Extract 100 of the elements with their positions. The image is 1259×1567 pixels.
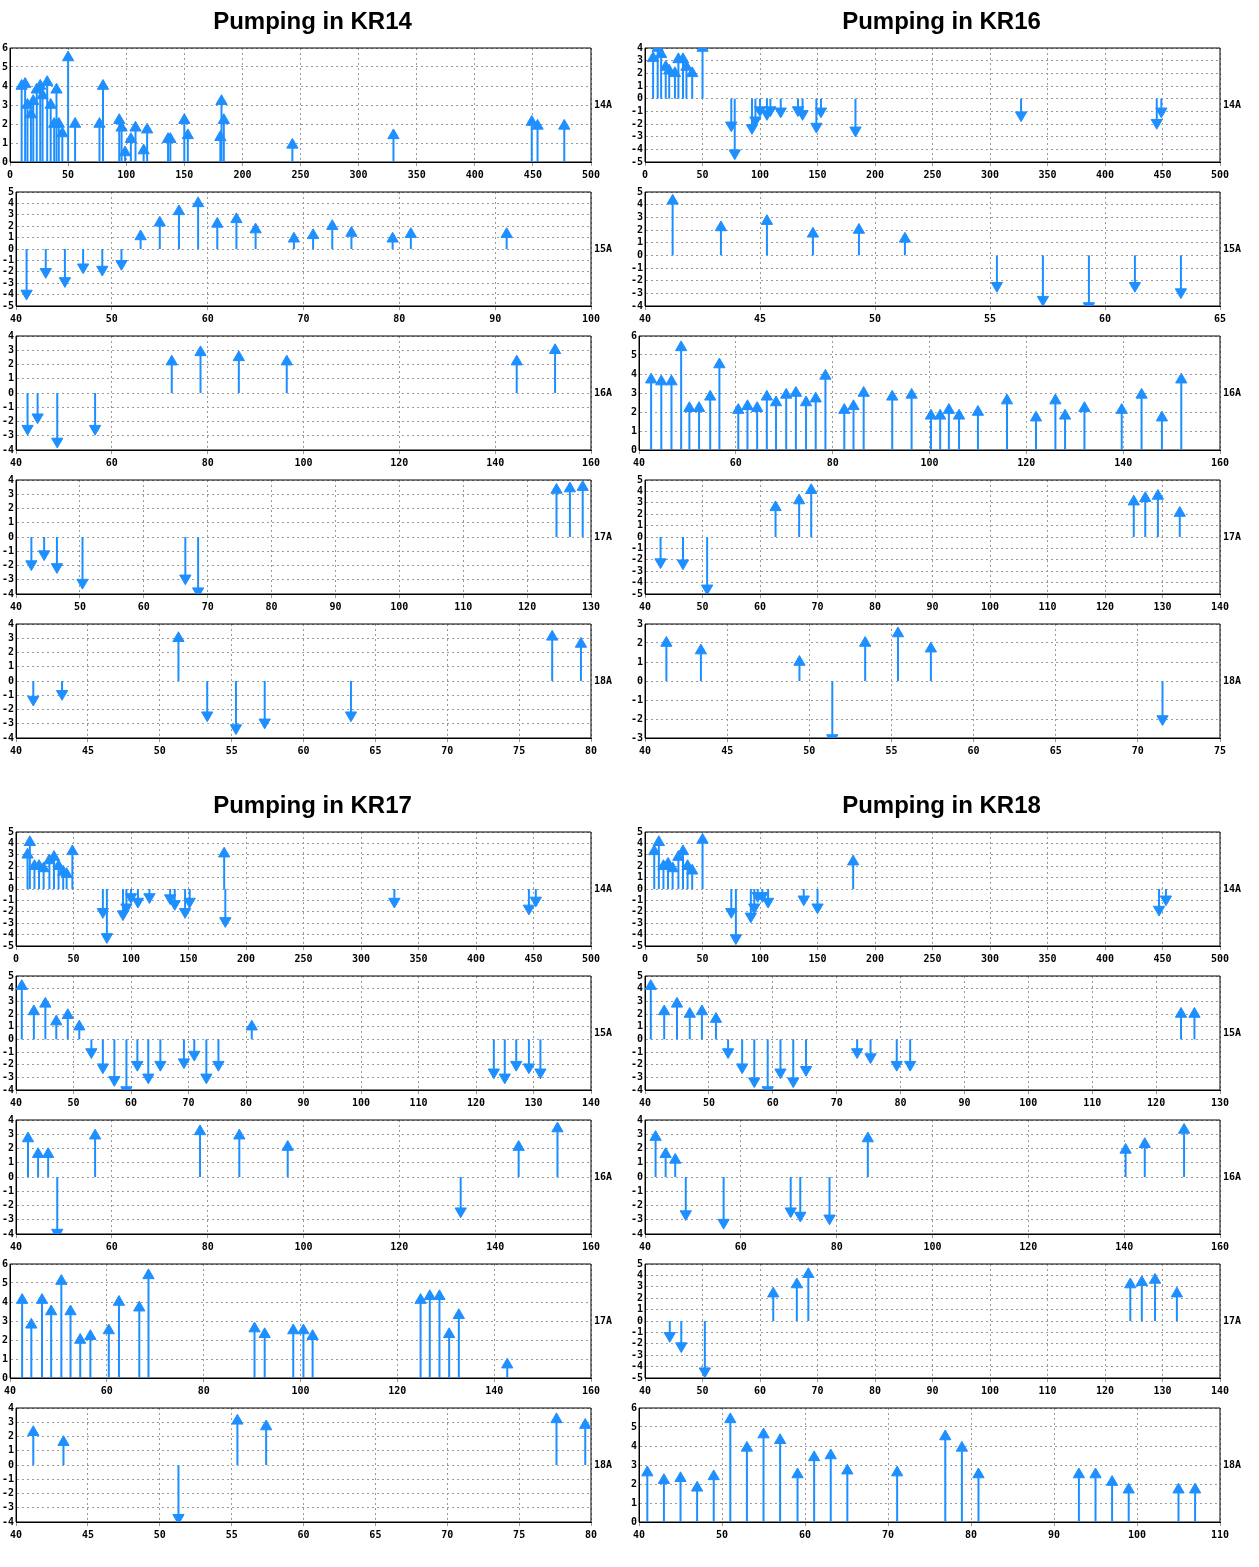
x-tick-label: 60 [105, 1240, 118, 1252]
y-tick-label: 0 [8, 1032, 15, 1044]
y-tick-label: -4 [1, 587, 15, 599]
x-tick-label: 70 [441, 744, 454, 756]
y-tick-label: 2 [637, 859, 644, 871]
y-tick-label: -5 [1, 939, 15, 951]
y-tick-label: 0 [8, 1170, 15, 1182]
y-tick-label: 4 [8, 982, 15, 994]
x-tick-label: 50 [702, 1096, 715, 1108]
y-tick-label: 1 [8, 1020, 15, 1032]
x-tick-label: 200 [865, 952, 885, 964]
x-tick-label: 120 [1019, 1240, 1038, 1252]
y-tick-label: -5 [630, 587, 644, 599]
y-tick-label: -5 [630, 1371, 644, 1383]
x-tick-label: 60 [734, 1240, 747, 1252]
y-tick-label: 1 [637, 655, 644, 667]
y-tick-label: -1 [630, 1045, 644, 1057]
y-tick-label: -3 [630, 916, 644, 928]
x-tick-label: 70 [811, 1384, 824, 1396]
x-tick-label: 100 [117, 168, 136, 180]
y-tick-label: 0 [637, 1314, 644, 1326]
x-tick-label: 80 [964, 1528, 978, 1540]
y-tick-label: 0 [637, 248, 644, 260]
y-tick-label: 5 [8, 825, 15, 837]
y-tick-label: 0 [8, 386, 15, 398]
x-tick-label: 300 [349, 168, 368, 180]
y-tick-label: 0 [8, 1458, 15, 1470]
x-tick-label: 110 [1210, 1528, 1230, 1540]
y-tick-label: 3 [8, 208, 15, 220]
y-tick-label: -2 [630, 1337, 644, 1349]
x-tick-label: 40 [639, 1096, 652, 1108]
x-tick-label: 160 [581, 1384, 601, 1396]
x-tick-label: 65 [369, 744, 382, 756]
x-tick-label: 45 [754, 312, 767, 324]
x-tick-label: 300 [980, 168, 1000, 180]
x-tick-label: 70 [297, 312, 310, 324]
x-tick-label: 100 [1127, 1528, 1147, 1540]
x-tick-label: 40 [10, 744, 23, 756]
x-tick-label: 55 [885, 744, 898, 756]
x-tick-label: 120 [1017, 456, 1036, 468]
x-tick-label: 55 [225, 1528, 238, 1540]
x-tick-label: 50 [696, 168, 709, 180]
x-tick-label: 250 [923, 952, 942, 964]
y-tick-label: 3 [8, 994, 15, 1006]
y-tick-label: 2 [637, 507, 644, 519]
y-tick-label: -1 [1, 893, 15, 905]
x-tick-label: 60 [100, 1384, 113, 1396]
x-tick-label: 100 [581, 312, 601, 324]
x-tick-label: 60 [754, 1384, 767, 1396]
x-tick-label: 40 [10, 1240, 23, 1252]
y-tick-label: -4 [630, 1360, 644, 1372]
x-tick-label: 50 [696, 1384, 709, 1396]
y-tick-label: 3 [637, 617, 644, 629]
text: 14A [594, 98, 613, 110]
y-tick-label: -2 [1, 415, 15, 427]
text: 15A [1223, 242, 1242, 254]
x-tick-label: 250 [291, 168, 310, 180]
y-tick-label: 2 [8, 859, 15, 871]
y-tick-label: -2 [630, 553, 644, 565]
chart-title: Pumping in KR16 [841, 6, 1042, 36]
y-tick-label: -1 [1, 253, 15, 265]
y-tick-label: 2 [8, 358, 15, 370]
x-tick-label: 50 [73, 600, 86, 612]
y-tick-label: -2 [630, 274, 644, 286]
y-tick-label: 2 [8, 646, 15, 658]
x-tick-label: 100 [920, 456, 939, 468]
y-tick-label: 0 [1, 1371, 9, 1383]
x-tick-label: 100 [122, 952, 141, 964]
x-tick-label: 60 [297, 744, 310, 756]
x-tick-label: 400 [466, 952, 486, 964]
y-tick-label: -3 [630, 130, 644, 142]
x-tick-label: 400 [1095, 952, 1115, 964]
y-tick-label: -3 [1, 916, 15, 928]
x-tick-label: 65 [1213, 312, 1227, 324]
x-tick-label: 60 [125, 1096, 138, 1108]
y-tick-label: -2 [1, 265, 15, 277]
x-tick-label: 60 [137, 600, 150, 612]
y-tick-label: -1 [1, 1045, 15, 1057]
x-tick-label: 70 [182, 1096, 195, 1108]
y-tick-label: -2 [1, 559, 15, 571]
x-tick-label: 50 [153, 1528, 166, 1540]
x-tick-label: 80 [584, 1528, 598, 1540]
x-tick-label: 120 [1095, 600, 1115, 612]
y-tick-label: -4 [630, 1227, 644, 1239]
y-tick-label: 4 [637, 484, 644, 496]
y-tick-label: 2 [8, 502, 15, 514]
x-tick-label: 45 [81, 744, 94, 756]
y-tick-label: 6 [1, 41, 9, 53]
y-tick-label: 0 [1, 155, 9, 167]
x-tick-label: 130 [524, 1096, 543, 1108]
y-tick-label: 5 [637, 185, 644, 197]
x-tick-label: 75 [513, 744, 526, 756]
y-tick-label: 1 [637, 519, 644, 531]
x-tick-label: 200 [236, 952, 256, 964]
x-tick-label: 100 [1019, 1096, 1038, 1108]
y-tick-label: -1 [1, 544, 15, 556]
x-tick-label: 40 [10, 456, 23, 468]
x-tick-label: 100 [291, 1384, 310, 1396]
x-tick-label: 40 [10, 1096, 23, 1108]
x-tick-label: 60 [297, 1528, 310, 1540]
